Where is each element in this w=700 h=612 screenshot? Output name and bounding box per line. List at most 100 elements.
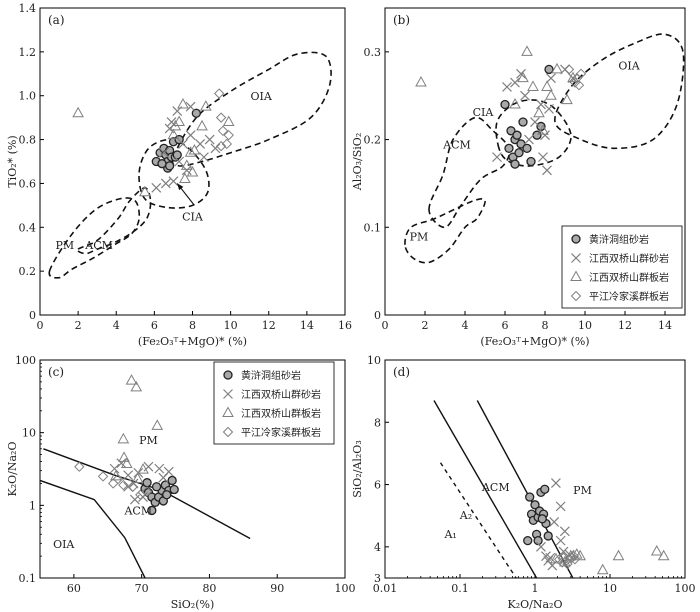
- x-tick-label: 90: [270, 582, 284, 595]
- y-tick-label: 0.1: [19, 572, 37, 585]
- legend-label: 江西双桥山群板岩: [589, 271, 669, 284]
- point-cross-10: [185, 101, 196, 112]
- point-cross-11: [546, 73, 556, 84]
- x-tick-label: 100: [675, 582, 696, 595]
- point-cross-5: [524, 134, 534, 145]
- plot-frame: [39, 7, 346, 316]
- point-triangle-1: [167, 128, 180, 140]
- point-cross-5: [555, 501, 566, 512]
- series-diamond: [74, 461, 153, 500]
- panel-label: (d): [393, 365, 410, 379]
- point-cross-3: [516, 68, 526, 79]
- point-circle-0: [500, 99, 510, 110]
- point-triangle-8: [545, 89, 557, 100]
- x-tick-label: 0.01: [373, 582, 398, 595]
- field-label: PM: [573, 484, 592, 497]
- point-diamond-0: [74, 461, 85, 472]
- y-tick-label: 1: [29, 499, 36, 512]
- point-circle-13: [537, 514, 547, 524]
- series-cross: [536, 478, 575, 571]
- point-circle-6: [514, 148, 524, 158]
- point-diamond-6: [135, 489, 146, 500]
- y-tick-label: 0: [374, 309, 381, 322]
- point-triangle-8: [131, 472, 144, 484]
- field-boundary-pm: [404, 197, 486, 264]
- x-tick-label: 10: [224, 319, 238, 332]
- point-cross-2: [510, 77, 520, 88]
- legend-label: 平江冷家溪群板岩: [589, 290, 669, 303]
- point-circle-0: [571, 234, 581, 244]
- field-label: A₁: [443, 528, 456, 541]
- x-tick-label: 12: [618, 319, 632, 332]
- point-circle-8: [167, 475, 177, 486]
- plot-frame: [384, 7, 686, 316]
- point-triangle-0: [550, 552, 562, 564]
- point-triangle-4: [118, 451, 130, 462]
- point-cross-2: [178, 139, 188, 149]
- field-label: PM: [410, 230, 429, 243]
- x-tick-label: 14: [658, 319, 672, 332]
- point-cross-4: [520, 90, 530, 101]
- point-circle-3: [530, 500, 540, 510]
- point-cross-4: [550, 478, 561, 488]
- point-cross-1: [223, 389, 233, 399]
- point-diamond-1: [97, 471, 109, 482]
- x-tick-label: 2: [75, 319, 82, 332]
- point-circle-11: [169, 484, 179, 495]
- point-cross-6: [530, 117, 540, 127]
- point-triangle-4: [527, 80, 539, 91]
- point-triangle-11: [567, 71, 579, 83]
- point-triangle-8: [657, 549, 670, 561]
- series-circle: [151, 108, 201, 173]
- y-axis-label: TiO₂* (%): [6, 135, 19, 187]
- point-circle-13: [162, 490, 172, 500]
- point-cross-11: [543, 555, 554, 566]
- y-tick-label: 8: [374, 416, 381, 429]
- point-cross-12: [160, 178, 171, 189]
- y-tick-label: 1.2: [19, 46, 37, 59]
- point-cross-0: [492, 152, 502, 163]
- point-circle-14: [523, 535, 533, 546]
- discrimination-line: [40, 479, 146, 578]
- field-boundary-oia: [171, 51, 332, 167]
- legend-box: [561, 225, 683, 309]
- point-circle-10: [526, 156, 536, 167]
- point-triangle-6: [199, 100, 212, 111]
- point-diamond-5: [215, 140, 227, 152]
- y-axis-label: SiO₂/Al₂O₃: [351, 440, 364, 498]
- point-diamond-3: [215, 112, 227, 123]
- field-label: OIA: [53, 538, 75, 551]
- x-tick-label: 14: [300, 319, 314, 332]
- field-boundary-cia: [138, 138, 210, 209]
- field-label: OIA: [250, 90, 272, 103]
- point-circle-12: [147, 505, 157, 516]
- field-label: ACM: [84, 239, 113, 252]
- point-cross-13: [168, 176, 179, 187]
- point-cross-14: [542, 165, 552, 176]
- plot-frame: [39, 359, 346, 579]
- point-diamond-5: [127, 481, 139, 492]
- point-circle-1: [504, 143, 514, 153]
- point-triangle-5: [196, 119, 208, 131]
- point-triangle-0: [125, 374, 138, 385]
- x-axis-label: K₂O/Na₂O: [508, 598, 563, 611]
- point-triangle-2: [517, 71, 529, 83]
- point-circle-10: [172, 150, 182, 160]
- point-triangle-10: [561, 93, 573, 105]
- point-triangle-11: [179, 172, 191, 184]
- point-diamond-4: [118, 479, 129, 491]
- point-triangle-5: [596, 563, 609, 575]
- field-label: PM: [139, 434, 158, 447]
- panel-d: 0.01 0.1 1 10 100 3 4 6 8 10 K₂O/Na₂O SiO₂/Al₂O₃ (d)…: [351, 354, 696, 611]
- point-triangle-4: [169, 119, 182, 131]
- legend-box: [213, 361, 335, 445]
- plot-area: [433, 400, 670, 578]
- point-cross-10: [555, 535, 566, 546]
- point-triangle-10: [180, 159, 193, 170]
- point-triangle-7: [650, 544, 663, 556]
- point-diamond-3: [112, 473, 124, 485]
- point-diamond-5: [562, 558, 573, 570]
- point-cross-7: [199, 152, 209, 163]
- y-tick-label: 4: [374, 541, 381, 554]
- point-diamond-0: [213, 88, 225, 99]
